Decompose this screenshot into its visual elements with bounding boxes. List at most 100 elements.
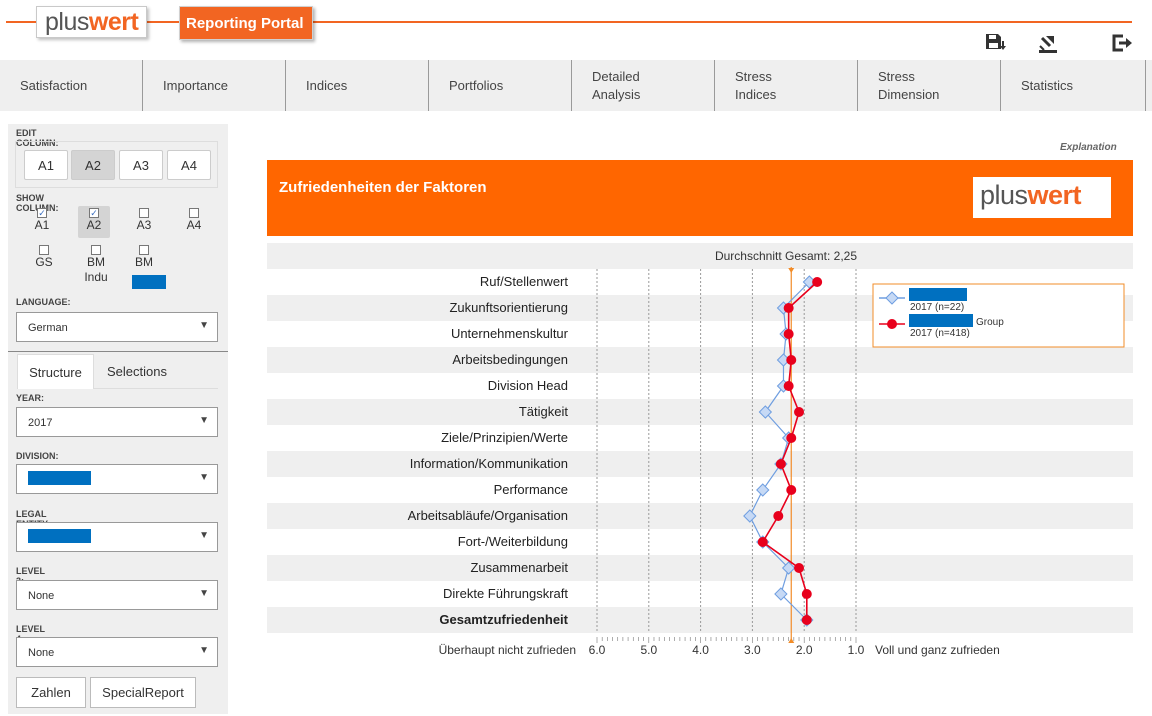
category-label: Ruf/Stellenwert	[480, 274, 569, 289]
legend-series-sub: 2017 (n=418)	[910, 328, 970, 339]
save-icon[interactable]	[984, 32, 1008, 54]
show-column-gs-checkbox[interactable]: GS	[28, 245, 60, 269]
x-tick-label: 4.0	[692, 643, 709, 657]
series-point	[783, 303, 794, 313]
edit-column-label: EDIT COLUMN:	[16, 128, 59, 148]
edit-column-a3-button[interactable]: A3	[119, 150, 163, 180]
divider	[8, 351, 228, 352]
specialreport-button[interactable]: SpecialReport	[90, 677, 196, 708]
x-axis-left-label: Überhaupt nicht zufrieden	[439, 643, 576, 657]
show-column-bm-indu-checkbox[interactable]: BM Indu	[78, 245, 114, 285]
banner-logo: pluswert	[973, 177, 1111, 218]
legal-entity-select[interactable]: ▼	[16, 522, 218, 552]
row-band	[267, 399, 1133, 425]
show-column-a4-checkbox[interactable]: A4	[178, 208, 210, 232]
series-point	[794, 563, 805, 573]
series-point	[786, 485, 797, 495]
category-label: Ziele/Prinzipien/Werte	[441, 430, 568, 445]
x-tick-label: 5.0	[640, 643, 657, 657]
category-label: Arbeitsbedingungen	[452, 352, 568, 367]
row-band	[267, 503, 1133, 529]
redacted-bar	[132, 275, 166, 289]
chevron-down-icon: ▼	[199, 530, 209, 541]
show-column-a2-checkbox[interactable]: ✓ A2	[78, 206, 110, 238]
series-point	[783, 381, 794, 391]
average-header-band	[267, 243, 1133, 269]
legend-series-sub: 2017 (n=22)	[910, 302, 964, 313]
series-point	[774, 587, 788, 601]
series-point	[786, 355, 797, 365]
series-point	[783, 329, 794, 339]
x-tick-label: 2.0	[796, 643, 813, 657]
tab-indices[interactable]: Indices	[286, 60, 429, 111]
series-point	[757, 537, 768, 547]
show-column-a3-checkbox[interactable]: A3	[128, 208, 160, 232]
series-point	[794, 407, 805, 417]
category-label: Fort-/Weiterbildung	[458, 534, 568, 549]
edit-column-group	[15, 141, 218, 188]
row-band	[267, 555, 1133, 581]
portal-title: Reporting Portal	[179, 6, 313, 40]
tab-detailed-analysis[interactable]: Detailed Analysis	[572, 60, 715, 111]
category-label: Direkte Führungskraft	[443, 586, 568, 601]
legend-series-name: Group	[976, 317, 1004, 328]
legend-marker	[887, 319, 897, 329]
row-band	[267, 607, 1133, 633]
level4-select[interactable]: None ▼	[16, 637, 218, 667]
report-title: Zufriedenheiten der Faktoren	[279, 179, 487, 196]
division-select[interactable]: ▼	[16, 464, 218, 494]
x-tick-label: 6.0	[589, 643, 606, 657]
category-label: Information/Kommunikation	[410, 456, 568, 471]
tab-selections[interactable]: Selections	[107, 364, 167, 379]
export-icon[interactable]	[1036, 32, 1060, 54]
row-band	[267, 347, 1133, 373]
legend-redacted-name	[909, 314, 973, 327]
x-tick-label: 3.0	[744, 643, 761, 657]
series-point	[775, 459, 786, 469]
series-point	[781, 561, 796, 575]
series-point	[801, 615, 812, 625]
series-point	[812, 277, 823, 287]
tab-satisfaction[interactable]: Satisfaction	[0, 60, 143, 111]
edit-column-a2-button[interactable]: A2	[71, 150, 115, 180]
app-header: pluswert Reporting Portal	[0, 0, 1152, 60]
average-marker-bottom	[788, 638, 795, 643]
series-point	[801, 589, 812, 599]
legend-redacted-name	[909, 288, 967, 301]
edit-column-a1-button[interactable]: A1	[24, 150, 68, 180]
checkbox-checked-icon: ✓	[37, 208, 47, 218]
series-point	[743, 509, 757, 523]
category-label: Tätigkeit	[519, 404, 569, 419]
tab-portfolios[interactable]: Portfolios	[429, 60, 572, 111]
chevron-down-icon: ▼	[199, 645, 209, 656]
show-column-bm-checkbox[interactable]: BM	[128, 245, 160, 269]
redacted-bar	[28, 471, 91, 485]
tab-importance[interactable]: Importance	[143, 60, 286, 111]
category-label: Arbeitsabläufe/Organisation	[408, 508, 568, 523]
tab-stress-indices[interactable]: Stress Indices	[715, 60, 858, 111]
logout-icon[interactable]	[1110, 32, 1134, 54]
explanation-link[interactable]: Explanation	[1060, 142, 1117, 153]
chevron-down-icon: ▼	[199, 472, 209, 483]
edit-column-a4-button[interactable]: A4	[167, 150, 211, 180]
category-label: Performance	[494, 482, 568, 497]
category-label: Gesamtzufriedenheit	[439, 612, 568, 627]
year-select[interactable]: 2017 ▼	[16, 407, 218, 437]
satisfaction-profile-chart: 6.0 5.0 4.0 3.0 2.0 1.0 Überhaupt nicht zufrie…	[267, 243, 1133, 657]
category-label: Division Head	[488, 378, 568, 393]
row-band	[267, 451, 1133, 477]
tab-statistics[interactable]: Statistics	[1001, 60, 1146, 111]
main-nav: Satisfaction Importance Indices Portfoli…	[0, 60, 1152, 111]
chevron-down-icon: ▼	[199, 415, 209, 426]
show-column-a1-checkbox[interactable]: ✓ A1	[34, 208, 50, 232]
zahlen-button[interactable]: Zahlen	[16, 677, 86, 708]
report-banner: Zufriedenheiten der Faktoren pluswert	[267, 160, 1133, 236]
app-logo: pluswert	[36, 6, 148, 38]
language-select[interactable]: German ▼	[16, 312, 218, 342]
series-point	[773, 511, 784, 521]
category-label: Unternehmenskultur	[451, 326, 569, 341]
tab-structure[interactable]: Structure	[17, 354, 94, 389]
tab-stress-dimension[interactable]: Stress Dimension	[858, 60, 1001, 111]
level3-select[interactable]: None ▼	[16, 580, 218, 610]
brand-line	[6, 21, 1132, 23]
